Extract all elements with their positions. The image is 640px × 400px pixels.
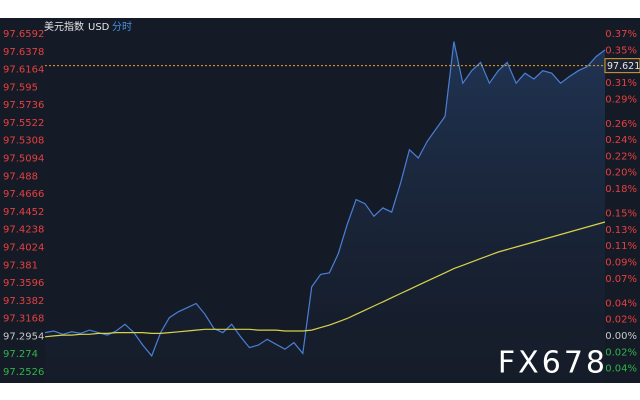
mode-label[interactable]: 分时 [112, 21, 132, 33]
y2-tick-label: 0.09% [605, 258, 637, 269]
y2-tick-label: 0.00% [605, 331, 637, 342]
y-tick-label: 97.5094 [3, 154, 44, 165]
y-tick-label: 97.2526 [3, 367, 44, 378]
average-line [44, 221, 606, 338]
y2-tick-label: 0.26% [605, 119, 637, 130]
y-tick-label: 97.4666 [3, 189, 44, 200]
y-tick-label: 97.4452 [3, 207, 44, 218]
y-tick-label: 97.6592 [3, 29, 44, 40]
y-tick-label: 97.6164 [3, 65, 44, 76]
y-tick-label: 97.5522 [3, 118, 44, 129]
y-tick-label: 97.3168 [3, 314, 44, 325]
y2-tick-label: 0.04% [605, 364, 637, 375]
y2-tick-label: 0.04% [605, 298, 637, 309]
last-price-box [604, 58, 640, 74]
price-area [45, 41, 605, 383]
y-tick-label: 97.5308 [3, 136, 44, 147]
chart-title: 美元指数 [44, 20, 84, 33]
y2-tick-label: 0.24% [605, 135, 637, 146]
last-price-label: 97.6211 [607, 61, 640, 72]
y2-tick-label: 0.18% [605, 184, 637, 195]
y2-tick-label: 0.29% [605, 94, 637, 105]
y2-tick-label: 0.31% [605, 78, 637, 89]
price-line [44, 41, 606, 358]
y-tick-label: 97.5736 [3, 100, 44, 111]
y-tick-label: 97.4238 [3, 225, 44, 236]
y2-tick-label: 0.02% [605, 315, 637, 326]
watermark: FX678 [498, 346, 608, 381]
y2-tick-label: 0.07% [605, 274, 637, 285]
y2-tick-label: 0.11% [605, 241, 637, 252]
y-tick-label: 97.3382 [3, 296, 44, 307]
y-tick-label: 97.274 [3, 349, 38, 360]
y2-tick-label: 0.37% [605, 29, 637, 40]
y-tick-label: 97.3596 [3, 278, 44, 289]
y-tick-label: 97.488 [3, 171, 38, 182]
chart-subtitle: USD [88, 22, 110, 33]
y2-tick-label: 0.22% [605, 151, 637, 162]
y-tick-label: 97.4024 [3, 242, 44, 253]
y-tick-label: 97.381 [3, 260, 38, 271]
y-tick-label: 97.6378 [3, 47, 44, 58]
y2-tick-label: 0.35% [605, 45, 637, 56]
y2-tick-label: 0.02% [605, 347, 637, 358]
y2-tick-label: 0.13% [605, 225, 637, 236]
y2-tick-label: 0.20% [605, 168, 637, 179]
y2-tick-label: 0.15% [605, 209, 637, 220]
y-tick-label: 97.2954 [3, 331, 44, 342]
y-tick-label: 97.595 [3, 82, 38, 93]
